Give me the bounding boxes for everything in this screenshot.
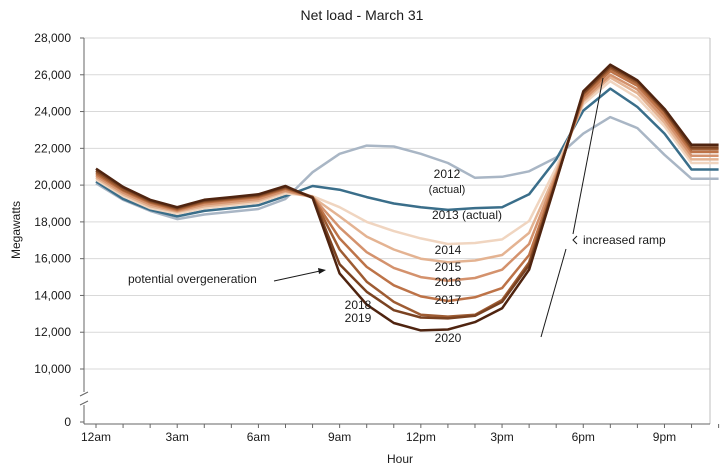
- annotation-overgeneration-arrow: [273, 270, 321, 282]
- series-label-2013: 2013 (actual): [432, 208, 502, 222]
- series-label-2018: 2018: [345, 298, 372, 312]
- x-tick-label: 9pm: [653, 430, 676, 444]
- annotation-overgeneration-arrowhead: [318, 268, 326, 274]
- y-tick-label: 18,000: [34, 215, 71, 229]
- series-label-2019: 2019: [345, 311, 372, 325]
- chart-title: Net load - March 31: [301, 7, 424, 23]
- y-tick-label: 22,000: [34, 141, 71, 155]
- series-lines: [95, 63, 719, 332]
- series-label-2016: 2016: [435, 275, 462, 289]
- y-tick-label: 24,000: [34, 105, 71, 119]
- ramp-line-upper: [572, 77, 604, 235]
- x-tick-label: 9am: [328, 430, 351, 444]
- y-tick-label: 28,000: [34, 31, 71, 45]
- annotation-ramp: increased ramp: [583, 233, 666, 247]
- annotation-ramp-bracket: [572, 235, 578, 245]
- x-tick-label: 6am: [247, 430, 270, 444]
- series-label-2012: 2012: [434, 167, 461, 181]
- y-tick-label: 20,000: [34, 178, 71, 192]
- y-tick-label: 16,000: [34, 252, 71, 266]
- axes: [79, 37, 720, 428]
- y-tick-label: 12,000: [34, 325, 71, 339]
- x-axis-label: Hour: [387, 452, 413, 466]
- series-label-2014: 2014: [435, 243, 462, 257]
- y-tick-label: 26,000: [34, 68, 71, 82]
- x-tick-label: 3pm: [490, 430, 513, 444]
- x-tick-label: 12pm: [406, 430, 436, 444]
- y-tick-label: 14,000: [34, 288, 71, 302]
- ramp-line-lower: [540, 248, 567, 338]
- series-label-2012-actual: (actual): [429, 184, 466, 196]
- y-tick-labels: 0 10,000 12,000 14,000 16,000 18,000 20,000 22,…: [34, 31, 71, 429]
- gridlines: [84, 37, 710, 370]
- x-tick-labels: 12am 3am 6am 9am 12pm 3pm 6pm 9pm: [81, 430, 676, 444]
- axis-break-mark-top: [79, 391, 89, 397]
- series-line-2013-actual: [95, 87, 719, 218]
- series-line-2015: [95, 76, 719, 264]
- series-label-2020: 2020: [435, 331, 462, 345]
- y-tick-label: 10,000: [34, 362, 71, 376]
- series-line-2020: [95, 63, 719, 332]
- series-line-2012-actual: [95, 115, 719, 221]
- series-line-2014: [95, 79, 719, 246]
- series-label-2017: 2017: [435, 293, 462, 307]
- series-line-2016: [95, 73, 719, 282]
- x-tick-label: 12am: [81, 430, 111, 444]
- y-tick-label: 0: [64, 415, 71, 429]
- series-label-2015: 2015: [435, 260, 462, 274]
- axis-break-mark-bottom: [79, 400, 89, 406]
- annotation-overgeneration: potential overgeneration: [128, 272, 257, 286]
- y-axis-label: Megawatts: [9, 201, 23, 259]
- x-tick-label: 6pm: [572, 430, 595, 444]
- x-tick-label: 3am: [166, 430, 189, 444]
